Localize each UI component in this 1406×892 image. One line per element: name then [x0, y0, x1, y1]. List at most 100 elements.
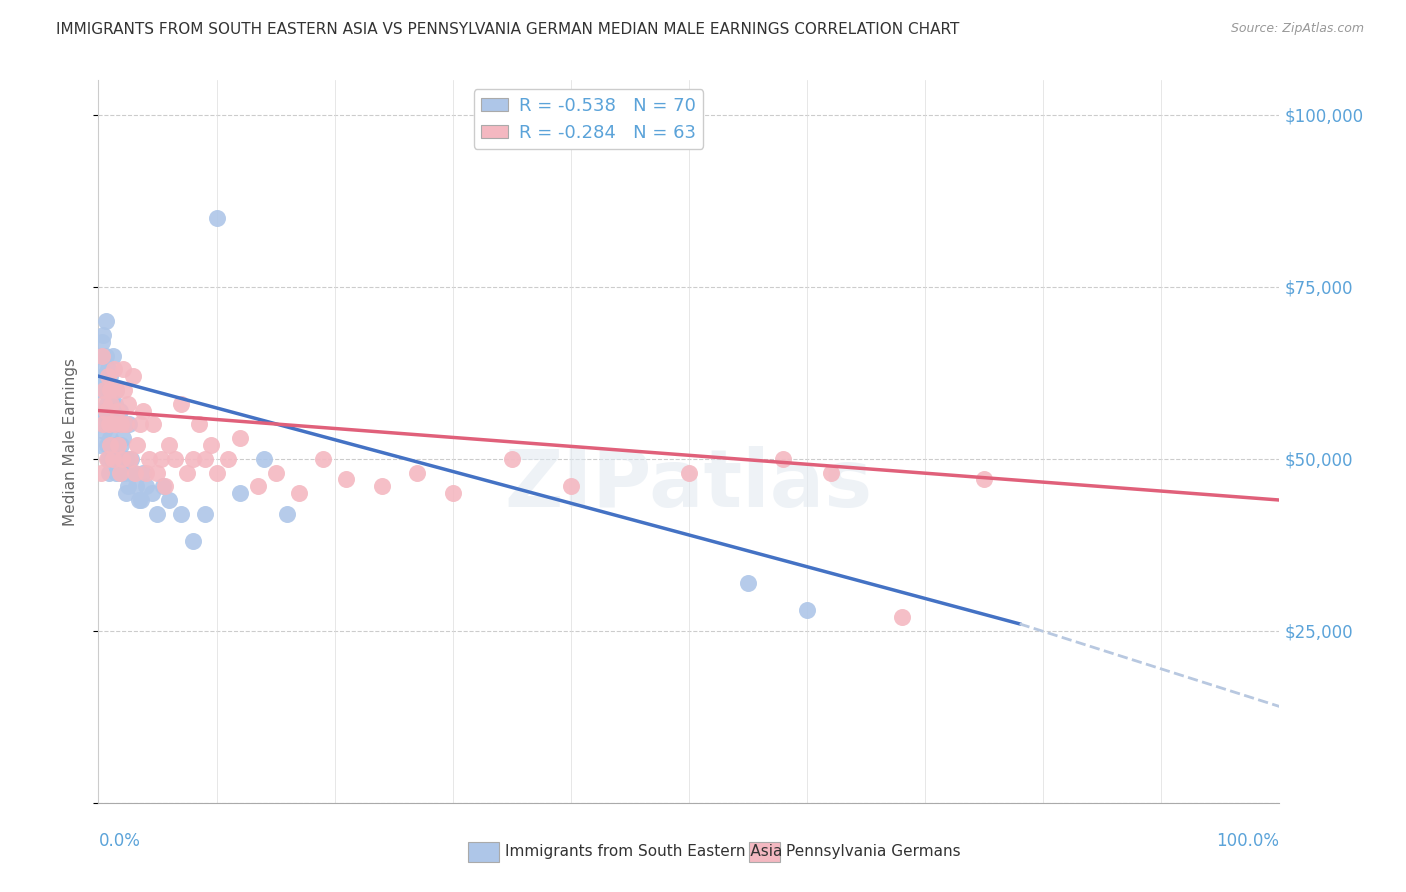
Point: [103, 451, 125, 466]
Point: [90, 466, 112, 480]
Point: [129, 493, 152, 508]
Point: [105, 417, 128, 432]
Point: [264, 466, 287, 480]
Point: [105, 383, 128, 397]
Point: [91, 417, 114, 432]
Point: [288, 486, 311, 500]
Point: [98, 431, 121, 445]
Point: [138, 451, 160, 466]
Point: [105, 403, 128, 417]
Point: [170, 397, 193, 411]
Point: [93, 383, 115, 397]
Point: [121, 451, 143, 466]
Point: [112, 431, 135, 445]
Point: [127, 438, 149, 452]
Point: [105, 466, 128, 480]
Point: [276, 507, 298, 521]
Point: [120, 466, 142, 480]
Point: [157, 438, 180, 452]
Point: [229, 431, 252, 445]
Point: [312, 451, 335, 466]
Point: [98, 383, 121, 397]
Text: Pennsylvania Germans: Pennsylvania Germans: [786, 845, 960, 859]
Point: [100, 451, 122, 466]
Point: [100, 397, 122, 411]
Point: [125, 479, 148, 493]
Point: [246, 479, 269, 493]
Point: [91, 369, 114, 384]
Point: [176, 466, 198, 480]
Point: [96, 451, 118, 466]
Point: [98, 383, 121, 397]
Point: [103, 438, 125, 452]
Point: [132, 403, 155, 417]
Point: [98, 403, 121, 417]
Point: [114, 486, 136, 500]
Text: 100.0%: 100.0%: [1216, 831, 1279, 850]
Point: [110, 417, 132, 432]
Y-axis label: Median Male Earnings: Median Male Earnings: [63, 358, 77, 525]
Point: [335, 472, 357, 486]
Point: [108, 403, 131, 417]
Point: [441, 486, 464, 500]
Point: [98, 417, 121, 432]
Point: [501, 451, 523, 466]
Point: [101, 451, 124, 466]
Point: [737, 575, 759, 590]
Point: [253, 451, 276, 466]
Point: [108, 466, 131, 480]
Point: [194, 507, 217, 521]
Point: [97, 451, 120, 466]
Point: [97, 362, 120, 376]
Point: [117, 479, 139, 493]
Point: [96, 397, 118, 411]
Point: [104, 417, 127, 432]
Point: [97, 369, 120, 384]
Point: [153, 479, 176, 493]
Point: [114, 417, 136, 432]
Point: [128, 417, 150, 432]
Point: [141, 486, 163, 500]
Point: [93, 403, 115, 417]
Point: [94, 349, 117, 363]
Text: 0.0%: 0.0%: [98, 831, 141, 850]
Point: [796, 603, 818, 617]
Point: [96, 438, 118, 452]
Point: [820, 466, 842, 480]
Point: [105, 438, 128, 452]
Point: [772, 451, 794, 466]
Text: Immigrants from South Eastern Asia: Immigrants from South Eastern Asia: [505, 845, 782, 859]
Point: [110, 438, 132, 452]
Point: [91, 334, 114, 349]
Point: [128, 493, 150, 508]
Point: [98, 369, 121, 384]
Point: [406, 466, 429, 480]
Text: ZIPatlas: ZIPatlas: [505, 446, 873, 524]
Point: [91, 362, 114, 376]
Point: [91, 349, 114, 363]
Point: [142, 417, 165, 432]
Point: [146, 466, 169, 480]
Point: [115, 451, 138, 466]
Point: [217, 451, 239, 466]
Point: [107, 438, 129, 452]
Point: [165, 451, 187, 466]
Point: [973, 472, 995, 486]
Point: [90, 349, 112, 363]
Point: [205, 466, 228, 480]
Point: [111, 451, 134, 466]
Text: IMMIGRANTS FROM SOUTH EASTERN ASIA VS PENNSYLVANIA GERMAN MEDIAN MALE EARNINGS C: IMMIGRANTS FROM SOUTH EASTERN ASIA VS PE…: [56, 22, 960, 37]
Point: [135, 466, 157, 480]
Point: [93, 397, 115, 411]
Point: [98, 438, 121, 452]
Point: [678, 466, 700, 480]
Point: [132, 466, 155, 480]
Point: [170, 507, 193, 521]
Point: [157, 493, 180, 508]
Point: [890, 610, 912, 624]
Point: [93, 376, 115, 390]
Point: [100, 410, 122, 425]
Point: [101, 397, 124, 411]
Point: [96, 383, 118, 397]
Point: [94, 314, 117, 328]
